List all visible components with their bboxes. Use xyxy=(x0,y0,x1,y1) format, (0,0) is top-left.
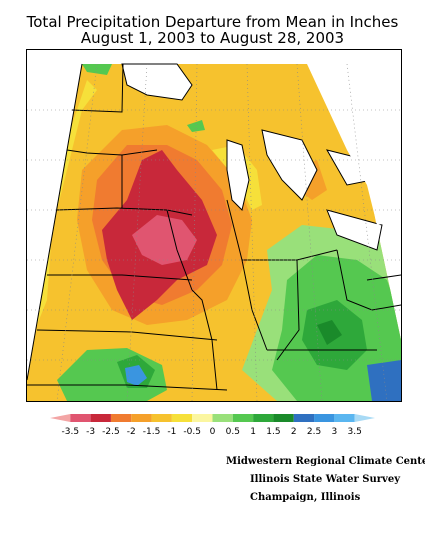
legend-swatch xyxy=(50,414,71,422)
precip-zone-green-small xyxy=(187,120,205,132)
legend-label: -1.5 xyxy=(143,427,161,437)
precip-zone-west xyxy=(27,80,97,350)
legend-swatch xyxy=(354,414,375,422)
canada-region xyxy=(307,64,401,225)
precip-zone-green-north xyxy=(82,64,112,75)
lat-lon-grid xyxy=(27,63,401,401)
legend-label: 3.5 xyxy=(348,427,362,437)
legend-swatch xyxy=(232,414,254,422)
legend-label: -3.5 xyxy=(62,427,80,437)
legend-swatch xyxy=(334,414,355,422)
map-edge-west xyxy=(27,63,83,381)
legend-label: 0 xyxy=(210,427,216,437)
legend-swatch xyxy=(131,414,152,422)
credit-line-2: Illinois State Water Survey xyxy=(250,474,401,485)
legend-label: -1 xyxy=(167,427,176,437)
map-title-line1: Total Precipitation Departure from Mean … xyxy=(26,13,399,31)
legend-swatch xyxy=(192,414,213,422)
legend-label: 1.5 xyxy=(266,427,280,437)
legend-swatch xyxy=(293,414,315,422)
legend-label: -3 xyxy=(86,427,95,437)
precip-zone-pink xyxy=(132,215,197,265)
legend-swatch xyxy=(212,414,233,422)
legend-swatch xyxy=(70,414,91,422)
precip-zone-blue-south xyxy=(125,365,147,386)
lake-michigan xyxy=(226,139,250,211)
precipitation-map xyxy=(26,49,402,402)
legend-swatch xyxy=(314,414,335,422)
legend-label: -0.5 xyxy=(183,427,201,437)
precip-zone-darkest-green xyxy=(317,320,342,345)
legend-label: 2.5 xyxy=(307,427,321,437)
legend-swatch xyxy=(273,414,294,422)
credit-line-1: Midwestern Regional Climate Center xyxy=(226,456,425,467)
credits: Midwestern Regional Climate Center Illin… xyxy=(226,453,425,507)
lake-huron xyxy=(261,129,318,201)
legend-label: -2.5 xyxy=(102,427,120,437)
map-title-line2: August 1, 2003 to August 28, 2003 xyxy=(80,29,345,47)
legend-swatch xyxy=(151,414,172,422)
legend-label: 2 xyxy=(291,427,297,437)
map-canvas xyxy=(27,63,401,401)
legend-label: 3 xyxy=(332,427,338,437)
credit-line-3: Champaign, Illinois xyxy=(250,492,361,503)
legend-swatch xyxy=(171,414,193,422)
legend-swatch xyxy=(90,414,111,422)
legend-swatch xyxy=(110,414,132,422)
lake-erie xyxy=(326,209,383,251)
color-legend: -3.5 -3 -2.5 -2 -1.5 -1 -0.5 0 0.5 1 1.5 2 2.5 3 3.5 xyxy=(50,414,375,437)
legend-label: -2 xyxy=(127,427,136,437)
lake-superior xyxy=(121,63,193,101)
legend-swatch xyxy=(253,414,274,422)
precip-zone-blue-east xyxy=(367,360,401,401)
legend-label: 1 xyxy=(250,427,256,437)
state-borders xyxy=(27,63,401,391)
legend-label: 0.5 xyxy=(226,427,240,437)
